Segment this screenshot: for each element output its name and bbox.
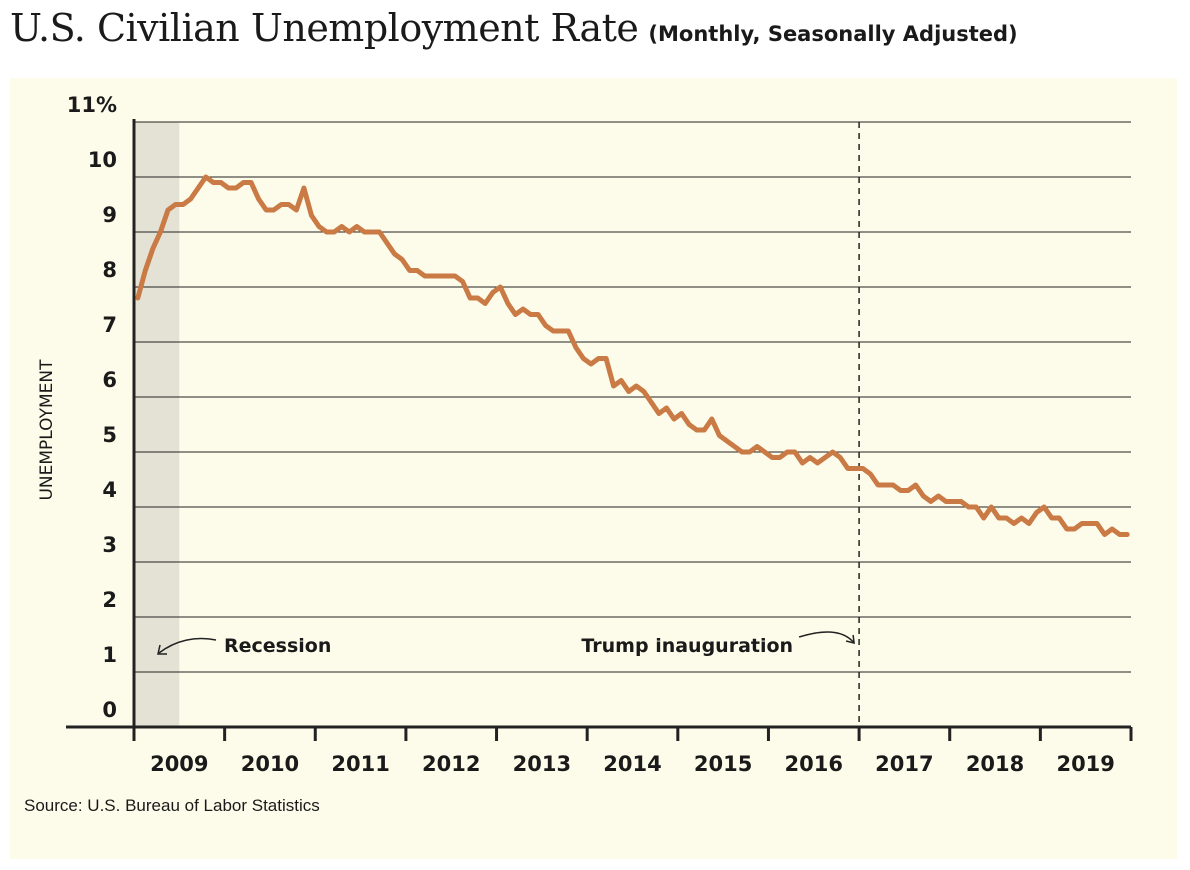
y-axis-title: UNEMPLOYMENT [37, 359, 57, 501]
recession-band [134, 122, 180, 727]
y-tick-label: 3 [102, 533, 117, 557]
x-tick-label: 2013 [513, 752, 571, 776]
chart-subtitle: (Monthly, Seasonally Adjusted) [648, 22, 1018, 46]
event-arrow [798, 631, 855, 644]
y-tick-label: 5 [102, 423, 117, 447]
x-tick-label: 2010 [241, 752, 299, 776]
x-tick-label: 2014 [603, 752, 661, 776]
y-tick-label: 0 [102, 698, 117, 722]
event-arrowhead [845, 634, 855, 644]
recession-arrowhead [157, 644, 167, 655]
x-tick-label: 2018 [966, 752, 1024, 776]
chart-panel [10, 78, 1177, 859]
x-tick-label: 2017 [875, 752, 933, 776]
x-tick-label: 2009 [150, 752, 208, 776]
y-tick-label: 6 [102, 368, 117, 392]
source-note: Source: U.S. Bureau of Labor Statistics [24, 796, 320, 815]
chart-header: U.S. Civilian Unemployment Rate (Monthly… [10, 6, 1018, 50]
x-tick-label: 2015 [694, 752, 752, 776]
recession-annotation: Recession [224, 635, 331, 657]
y-tick-label: 1 [102, 643, 117, 667]
unemployment-series-line [135, 174, 1130, 537]
y-tick-label: 11% [67, 93, 117, 117]
y-tick-label: 7 [102, 313, 117, 337]
x-tick-label: 2012 [422, 752, 480, 776]
x-tick-label: 2011 [331, 752, 389, 776]
chart-title: U.S. Civilian Unemployment Rate [10, 6, 639, 50]
y-tick-label: 10 [88, 148, 117, 172]
event-annotation: Trump inauguration [581, 635, 793, 657]
recession-arrow [158, 637, 217, 654]
y-tick-label: 2 [102, 588, 117, 612]
y-tick-label: 9 [102, 203, 117, 227]
x-tick-label: 2016 [785, 752, 843, 776]
y-tick-label: 4 [102, 478, 117, 502]
y-tick-label: 8 [102, 258, 117, 282]
x-tick-label: 2019 [1056, 752, 1114, 776]
